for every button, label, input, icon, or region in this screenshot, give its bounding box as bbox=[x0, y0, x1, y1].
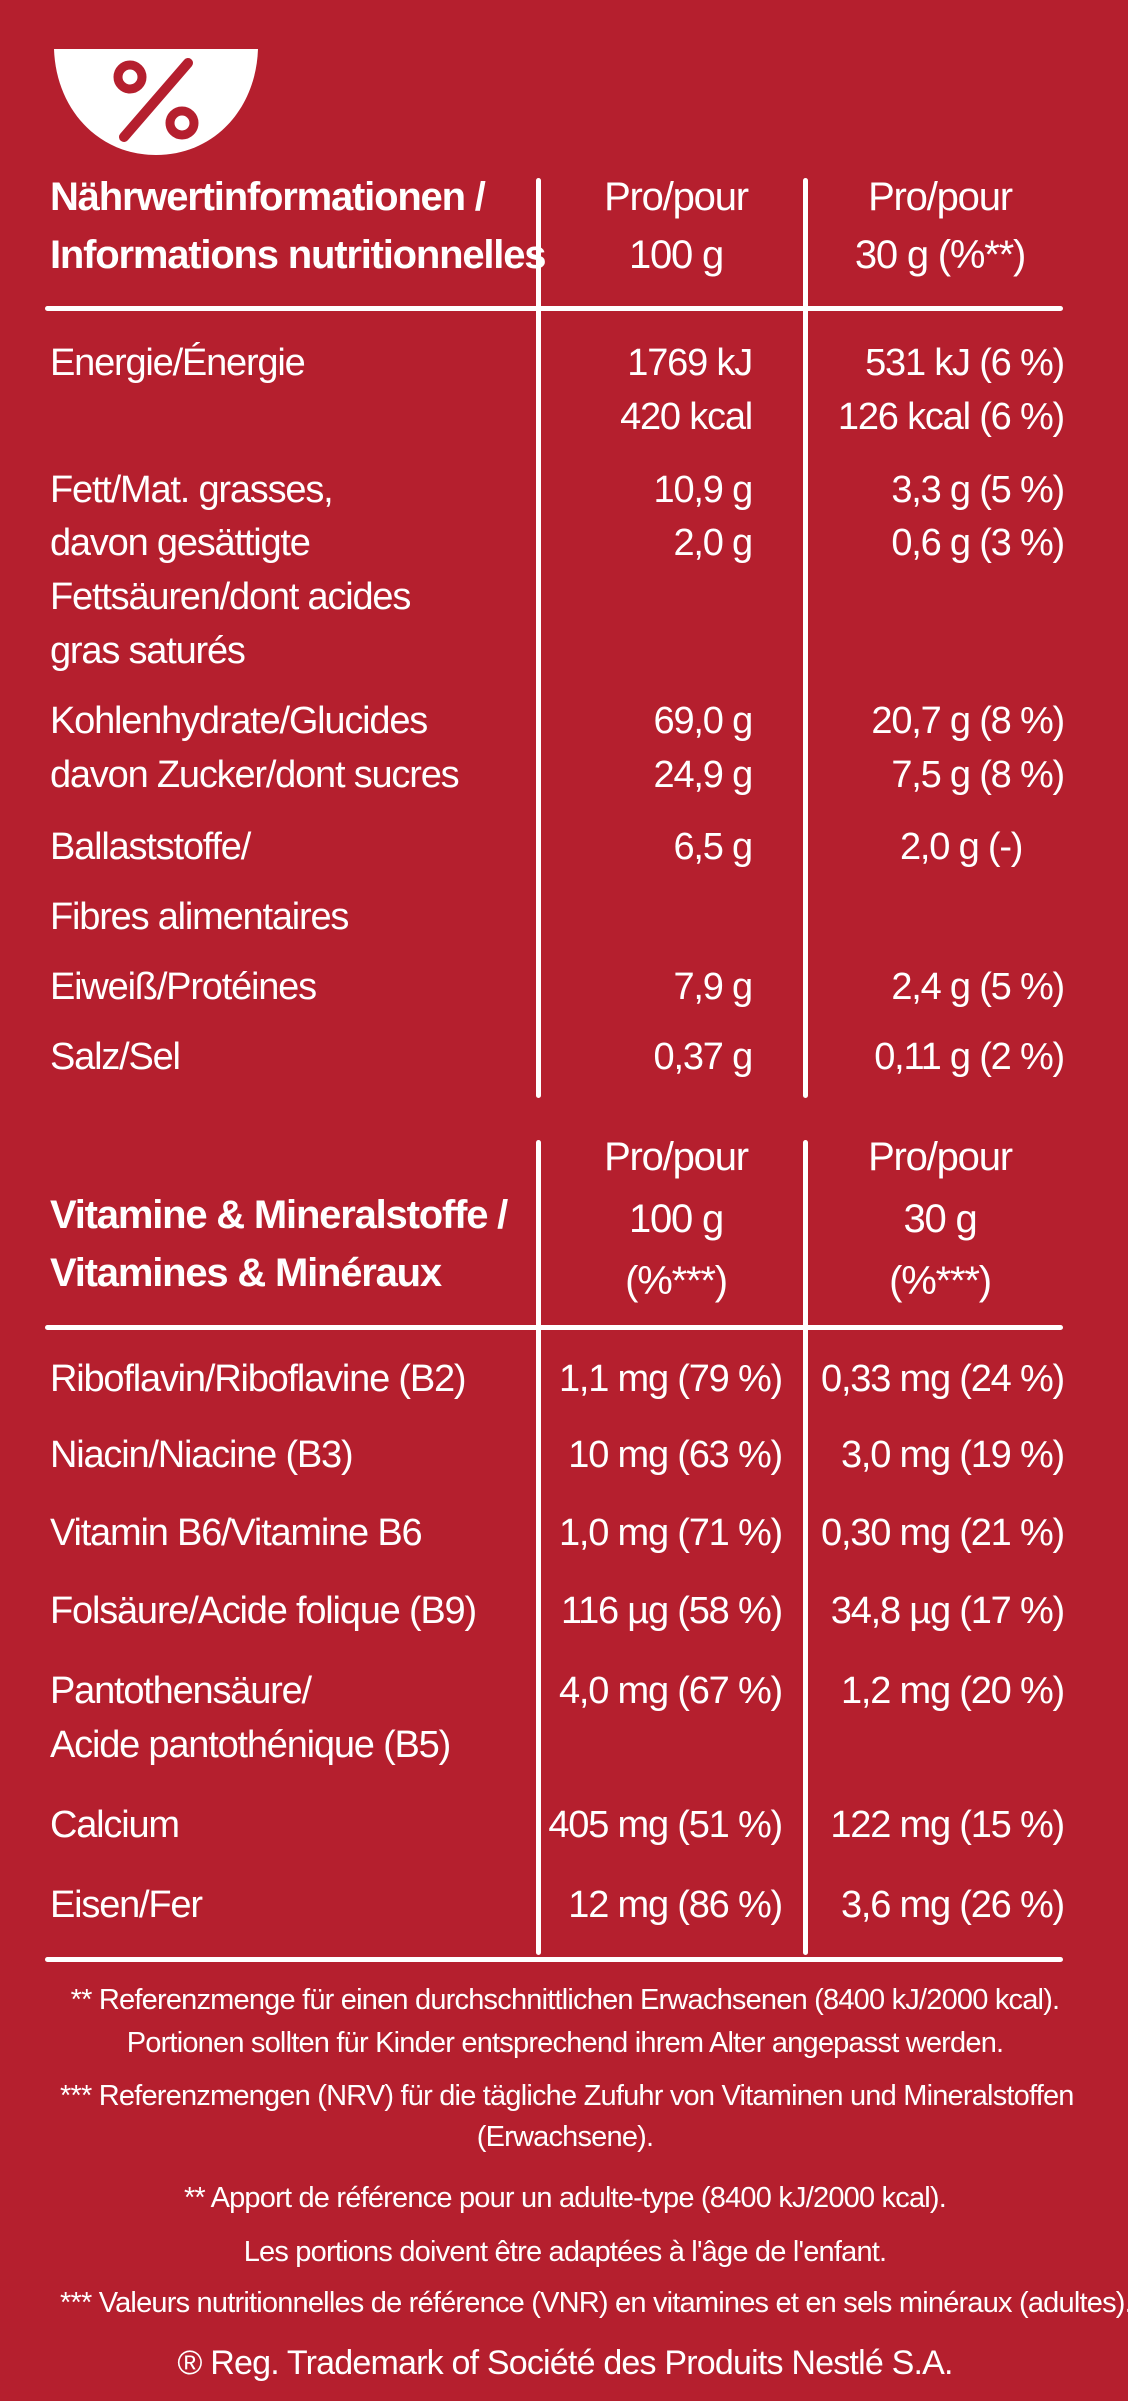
header-divider bbox=[45, 306, 1063, 311]
footnote: Portionen sollten für Kinder entsprechen… bbox=[126, 2027, 1004, 2059]
vitamin-row-label: Pantothensäure/ Acide pantothénique (B5) bbox=[50, 1670, 451, 1766]
bowl-percent-icon bbox=[54, 49, 258, 155]
nutrition-row-label: Salz/Sel bbox=[50, 1036, 181, 1078]
nutrition-row-value-30g: 3,3 g (5 %) bbox=[891, 469, 1065, 511]
vitamin-row-value-30g: 34,8 µg (17 %) bbox=[830, 1590, 1065, 1632]
vitamin-row-value-30g: 1,2 mg (20 %) bbox=[840, 1670, 1065, 1712]
nutrition-row-label: Fibres alimentaires bbox=[50, 896, 349, 938]
footnote: *** Referenzmengen (NRV) für die täglich… bbox=[60, 2080, 1074, 2112]
nutrition-row-label: Ballaststoffe/ bbox=[50, 826, 251, 868]
vitamin-row-value-30g: 0,33 mg (24 %) bbox=[821, 1358, 1065, 1400]
nutrition-header-col-100g: Pro/pour 100 g bbox=[604, 175, 749, 277]
vitamin-row-label: Eisen/Fer bbox=[50, 1884, 203, 1926]
nutrition-header-col-30g: Pro/pour 30 g (%**) bbox=[854, 175, 1027, 277]
vitamin-row-value-100g: 405 mg (51 %) bbox=[548, 1804, 783, 1846]
nutrition-row-label: Eiweiß/Protéines bbox=[50, 966, 317, 1008]
footnote: *** Valeurs nutritionnelles de référence… bbox=[60, 2287, 1128, 2319]
nutrition-row-value-30g: 0,11 g (2 %) bbox=[874, 1036, 1065, 1078]
vitamin-row-label: Vitamin B6/Vitamine B6 bbox=[50, 1512, 423, 1554]
nutrition-row-value-30g: 531 kJ (6 %) bbox=[865, 342, 1065, 384]
nutrition-row-value-100g: 0,37 g bbox=[653, 1036, 754, 1078]
nutrition-row-value-100g: 7,9 g bbox=[673, 966, 753, 1008]
vitamin-row-value-100g: 1,1 mg (79 %) bbox=[558, 1358, 783, 1400]
column-divider bbox=[803, 1140, 808, 1955]
nutrition-row-value-30g: 7,5 g (8 %) bbox=[891, 754, 1065, 796]
vitamin-row-value-100g: 12 mg (86 %) bbox=[568, 1884, 783, 1926]
column-divider bbox=[536, 178, 541, 1098]
nutrition-row-label: Kohlenhydrate/Glucides bbox=[50, 700, 428, 742]
column-divider bbox=[536, 1140, 541, 1955]
footnote: ** Apport de référence pour un adulte-ty… bbox=[183, 2182, 947, 2214]
nutrition-row-value-30g: 126 kcal (6 %) bbox=[837, 396, 1065, 438]
vitamin-row-value-100g: 116 µg (58 %) bbox=[560, 1590, 783, 1632]
nutrition-row-value-30g: 2,4 g (5 %) bbox=[891, 966, 1065, 1008]
nutrition-row-label: davon gesättigte Fettsäuren/dont acides … bbox=[50, 522, 411, 672]
vitamin-row-value-30g: 0,30 mg (21 %) bbox=[821, 1512, 1065, 1554]
nutrition-row-value-30g: 0,6 g (3 %) bbox=[891, 522, 1065, 564]
vitamins-header-col-30g: Pro/pour 30 g (%***) bbox=[868, 1135, 1013, 1303]
vitamin-row-value-30g: 122 mg (15 %) bbox=[830, 1804, 1065, 1846]
nutrition-row-value-100g: 6,5 g bbox=[673, 826, 753, 868]
vitamin-row-value-100g: 4,0 mg (67 %) bbox=[558, 1670, 783, 1712]
nutrition-row-value-100g: 24,9 g bbox=[653, 754, 754, 796]
trademark-notice: ® Reg. Trademark of Société des Produits… bbox=[177, 2344, 953, 2382]
vitamin-row-label: Folsäure/Acide folique (B9) bbox=[50, 1590, 477, 1632]
vitamin-row-label: Niacin/Niacine (B3) bbox=[50, 1434, 354, 1476]
footnote: (Erwachsene). bbox=[476, 2121, 654, 2153]
vitamin-row-value-30g: 3,6 mg (26 %) bbox=[840, 1884, 1065, 1926]
nutrition-row-label: Energie/Énergie bbox=[50, 342, 306, 384]
nutrition-row-label: davon Zucker/dont sucres bbox=[50, 754, 460, 796]
table-bottom-rule bbox=[45, 1957, 1063, 1962]
nutrition-header-label: Nährwertinformationen / Informations nut… bbox=[50, 175, 547, 277]
nutrition-row-value-30g: 20,7 g (8 %) bbox=[871, 700, 1065, 742]
header-divider bbox=[45, 1325, 1063, 1330]
vitamin-row-value-30g: 3,0 mg (19 %) bbox=[840, 1434, 1065, 1476]
vitamin-row-label: Calcium bbox=[50, 1804, 180, 1846]
vitamins-header-col-100g: Pro/pour 100 g (%***) bbox=[604, 1135, 749, 1303]
footnote: Les portions doivent être adaptées à l'â… bbox=[243, 2236, 887, 2268]
vitamins-header-label: Vitamine & Mineralstoffe / Vitamines & M… bbox=[50, 1193, 508, 1295]
nutrition-row-value-100g: 420 kcal bbox=[620, 396, 753, 438]
vitamin-row-value-100g: 10 mg (63 %) bbox=[568, 1434, 783, 1476]
nutrition-row-value-100g: 10,9 g bbox=[653, 469, 754, 511]
nutrition-row-value-30g: 2,0 g (-) bbox=[900, 826, 1023, 868]
nutrition-row-value-100g: 69,0 g bbox=[653, 700, 754, 742]
column-divider bbox=[803, 178, 808, 1098]
vitamin-row-label: Riboflavin/Riboflavine (B2) bbox=[50, 1358, 467, 1400]
vitamin-row-value-100g: 1,0 mg (71 %) bbox=[558, 1512, 783, 1554]
footnote: ** Referenzmenge für einen durchschnittl… bbox=[70, 1984, 1060, 2016]
nutrition-row-label: Fett/Mat. grasses, bbox=[50, 469, 334, 511]
nutrition-row-value-100g: 1769 kJ bbox=[627, 342, 753, 384]
nutrition-row-value-100g: 2,0 g bbox=[673, 522, 753, 564]
